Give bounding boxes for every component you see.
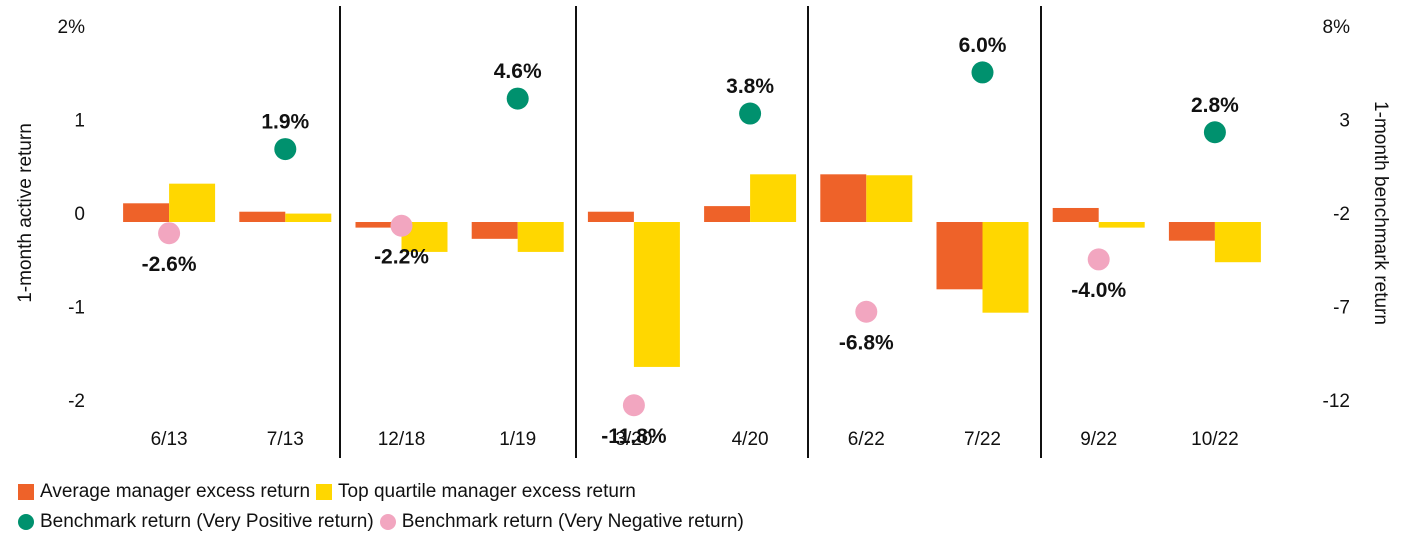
dot [506, 87, 529, 110]
x-tick-label: 6/13 [151, 429, 188, 450]
legend-item: Benchmark return (Very Negative return) [379, 511, 744, 533]
data-label: 2.8% [1191, 94, 1239, 117]
x-tick-label: 4/20 [732, 429, 769, 450]
x-tick-label: 12/18 [378, 429, 426, 450]
y2-tick-label: -2 [1333, 204, 1350, 225]
legend-row: Benchmark return (Very Positive return) … [18, 511, 750, 533]
x-tick-label: 7/22 [964, 429, 1001, 450]
bar [1168, 222, 1215, 241]
legend-label: Benchmark return (Very Positive return) [40, 511, 374, 532]
data-label: 6.0% [959, 34, 1007, 57]
x-tick-label: 1/19 [499, 429, 536, 450]
y-tick-label: 2% [58, 17, 86, 38]
legend-swatch [379, 514, 396, 530]
bar [471, 222, 518, 239]
dot [1087, 248, 1110, 271]
y2-tick-label: -7 [1333, 298, 1350, 319]
x-tick-label: 7/13 [267, 429, 304, 450]
data-label: -11.8% [601, 425, 667, 448]
bar [285, 213, 332, 222]
y2-tick-label: -12 [1323, 391, 1350, 412]
y2-tick-label: 8% [1323, 17, 1351, 38]
legend-label: Average manager excess return [40, 481, 311, 502]
bar [355, 222, 402, 228]
dot [739, 102, 762, 125]
separators [339, 6, 1042, 458]
x-tick-label: 3/20 [615, 429, 652, 450]
legend-swatch [18, 514, 34, 530]
y-tick-label: 1 [74, 111, 85, 132]
dot [971, 61, 994, 84]
legend-row: Average manager excess return Top quarti… [18, 481, 642, 503]
y-tick-label: 0 [74, 204, 85, 225]
y-tick-label: -1 [68, 298, 85, 319]
bar [982, 222, 1029, 313]
bar [633, 222, 680, 367]
bar [1098, 222, 1145, 228]
legend-item: Benchmark return (Very Positive return) [18, 511, 374, 533]
dot [855, 300, 878, 323]
data-label: -4.0% [1071, 279, 1126, 302]
x-tick-label: 9/22 [1080, 429, 1117, 450]
data-label: -6.8% [839, 331, 894, 354]
bar [750, 174, 797, 222]
dot [158, 222, 181, 245]
data-label: 3.8% [726, 75, 774, 98]
bar [239, 211, 286, 222]
data-label: 4.6% [494, 60, 542, 83]
bar [587, 211, 634, 222]
y2-tick-label: 3 [1339, 111, 1350, 132]
bar [517, 222, 564, 252]
dot [274, 138, 297, 161]
bar [123, 203, 170, 222]
bar [866, 175, 913, 222]
bar [936, 222, 983, 290]
legend-swatch [316, 484, 333, 500]
bar [820, 174, 867, 222]
x-tick-label: 10/22 [1191, 429, 1239, 450]
legend-label: Top quartile manager excess return [338, 481, 636, 502]
y-axis-label: 1-month active return [15, 123, 36, 303]
data-label: -2.2% [374, 245, 429, 268]
bar [169, 183, 216, 222]
data-label: -2.6% [142, 253, 197, 276]
x-tick-label: 6/22 [848, 429, 885, 450]
y2-axis-label: 1-month benchmark return [1370, 101, 1391, 325]
legend-swatch [18, 484, 34, 500]
chart: 1-month active return 1-month benchmark … [15, 6, 1391, 458]
dot [1203, 121, 1226, 144]
bar [704, 206, 751, 222]
bar [1214, 222, 1261, 263]
legend-label: Benchmark return (Very Negative return) [401, 511, 744, 532]
bar [1052, 207, 1099, 222]
y-tick-label: -2 [68, 391, 85, 412]
legend-item: Top quartile manager excess return [316, 481, 636, 503]
legend-item: Average manager excess return [18, 481, 310, 503]
data-label: 1.9% [261, 111, 309, 134]
dot [390, 214, 413, 237]
dot [622, 394, 645, 417]
